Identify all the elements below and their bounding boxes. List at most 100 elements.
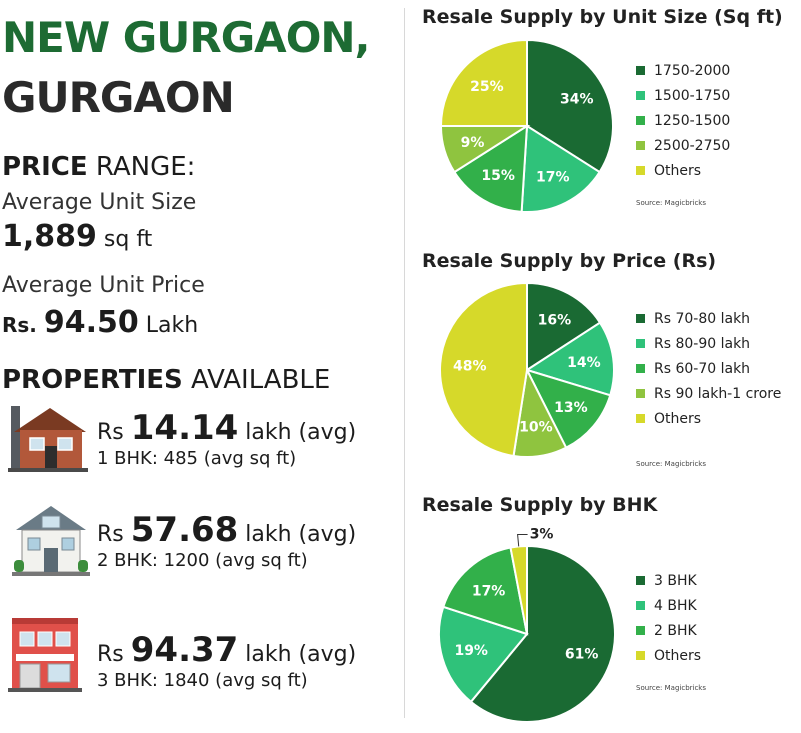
avg-unit-size-label: Average Unit Size xyxy=(2,190,197,215)
price-suffix: lakh (avg) xyxy=(238,420,357,445)
legend-swatch xyxy=(636,651,645,660)
avg-unit-price-label: Average Unit Price xyxy=(2,273,205,298)
chart-source: Source: Magicbricks xyxy=(636,460,707,468)
property-detail: 2 BHK: 1200 (avg sq ft) xyxy=(97,550,308,571)
legend-swatch xyxy=(636,364,645,373)
price-range-bold: PRICE xyxy=(2,152,88,182)
legend-swatch xyxy=(636,576,645,585)
price-suffix: lakh (avg) xyxy=(238,522,357,547)
leader-line xyxy=(517,533,528,547)
legend-label: 4 BHK xyxy=(654,597,697,614)
properties-heading-rest: AVAILABLE xyxy=(182,365,331,395)
legend-label: Others xyxy=(654,162,702,179)
legend-swatch xyxy=(636,91,645,100)
price-prefix: Rs xyxy=(97,420,131,445)
legend-entry: 1500-1750 xyxy=(636,83,730,108)
villa-icon xyxy=(12,506,90,576)
pie-slice-4 xyxy=(509,544,528,635)
legend-swatch xyxy=(636,116,645,125)
location-title-line1: NEW GURGAON, xyxy=(2,13,370,62)
legend-swatch xyxy=(636,314,645,323)
legend-entry: Rs 90 lakh-1 crore xyxy=(636,381,781,406)
chart-title: Resale Supply by Price (Rs) xyxy=(422,250,717,272)
column-divider xyxy=(404,8,405,718)
legend-entry: Rs 80-90 lakh xyxy=(636,331,781,356)
legend-swatch xyxy=(636,414,645,423)
pie-slice-3 xyxy=(525,368,612,450)
avg-unit-size-value: 1,889 sq ft xyxy=(2,219,152,254)
left-column: NEW GURGAON, GURGAON PRICE RANGE: Averag… xyxy=(0,0,400,733)
chart-source: Source: Magicbricks xyxy=(636,199,707,207)
property-detail: 3 BHK: 1840 (avg sq ft) xyxy=(97,670,308,691)
legend-entry: 2 BHK xyxy=(636,618,701,643)
slice-value-label: 17% xyxy=(472,583,506,599)
location-title-line2: GURGAON xyxy=(2,73,235,122)
avg-unit-price-unit: Lakh xyxy=(138,313,199,338)
legend-entry: 2500-2750 xyxy=(636,133,730,158)
legend-swatch xyxy=(636,66,645,75)
legend-label: 2500-2750 xyxy=(654,137,731,154)
pie-slice-5 xyxy=(439,281,528,458)
slice-value-label: 15% xyxy=(481,168,515,184)
pie-slice-3 xyxy=(453,124,529,213)
slice-value-label: 25% xyxy=(470,79,504,95)
price-prefix: Rs xyxy=(97,522,131,547)
avg-unit-price-number: 94.50 xyxy=(43,305,139,340)
price-number: 14.14 xyxy=(130,408,239,448)
chart-panel-unit-size: Resale Supply by Unit Size (Sq ft) 34% 17… xyxy=(414,6,801,226)
property-price: Rs 57.68 lakh (avg) xyxy=(97,510,356,550)
legend-label: 3 BHK xyxy=(654,572,697,589)
pie-slice-1 xyxy=(469,544,616,723)
legend-entry: 3 BHK xyxy=(636,568,701,593)
property-price: Rs 94.37 lakh (avg) xyxy=(97,630,356,670)
pie-slice-2 xyxy=(438,605,529,704)
avg-unit-size-unit: sq ft xyxy=(96,227,153,252)
legend-label: 1250-1500 xyxy=(654,112,731,129)
property-item-2bhk: Rs 57.68 lakh (avg) 2 BHK: 1200 (avg sq … xyxy=(97,510,356,571)
slice-value-label: 9% xyxy=(461,135,485,151)
legend-entry: Rs 70-80 lakh xyxy=(636,306,781,331)
legend-entry: Others xyxy=(636,158,730,183)
legend-swatch xyxy=(636,339,645,348)
pie-slice-5 xyxy=(439,38,528,127)
pie-chart-price: 16% 14% 13%10% 48% xyxy=(439,281,615,458)
legend-entry: 1250-1500 xyxy=(636,108,730,133)
chart-title: Resale Supply by BHK xyxy=(422,494,658,516)
price-range-rest: RANGE: xyxy=(87,152,196,182)
price-number: 57.68 xyxy=(130,510,239,550)
slice-value-label: 14% xyxy=(567,355,601,371)
slice-value-label: 61% xyxy=(565,647,599,663)
legend-swatch xyxy=(636,626,645,635)
properties-heading: PROPERTIES AVAILABLE xyxy=(2,365,330,395)
properties-heading-bold: PROPERTIES xyxy=(2,365,183,395)
legend-label: Rs 80-90 lakh xyxy=(654,335,751,352)
price-range-heading: PRICE RANGE: xyxy=(2,152,195,182)
legend-label: Rs 60-70 lakh xyxy=(654,360,751,377)
slice-value-label: 48% xyxy=(453,359,487,375)
slice-value-label: 3% xyxy=(530,526,554,542)
property-item-1bhk: Rs 14.14 lakh (avg) 1 BHK: 485 (avg sq f… xyxy=(97,408,356,469)
price-prefix: Rs xyxy=(97,642,131,667)
pie-slice-3 xyxy=(442,546,529,636)
legend-label: 1750-2000 xyxy=(654,62,731,79)
avg-unit-size-number: 1,889 xyxy=(2,219,97,254)
slice-value-label: 17% xyxy=(536,170,570,186)
pie-chart-unit-size: 34% 17% 15% 9% 25% xyxy=(439,38,614,213)
avg-unit-price-value: Rs. 94.50 Lakh xyxy=(2,305,198,340)
pie-slice-2 xyxy=(520,124,601,213)
legend-label: Others xyxy=(654,647,702,664)
avg-unit-price-prefix: Rs. xyxy=(2,313,44,337)
property-item-3bhk: Rs 94.37 lakh (avg) 3 BHK: 1840 (avg sq … xyxy=(97,630,356,691)
property-detail: 1 BHK: 485 (avg sq ft) xyxy=(97,448,297,469)
price-suffix: lakh (avg) xyxy=(238,642,357,667)
chart-title: Resale Supply by Unit Size (Sq ft) xyxy=(422,6,783,28)
legend-entry: Others xyxy=(636,406,781,431)
legend-entry: Rs 60-70 lakh xyxy=(636,356,781,381)
slice-value-label: 13% xyxy=(554,400,588,416)
slice-value-label: 19% xyxy=(454,643,488,659)
legend-label: Rs 70-80 lakh xyxy=(654,310,751,327)
chart-legend: 1750-2000 1500-1750 1250-1500 2500-2750 Othe… xyxy=(636,58,730,183)
pie-slice-2 xyxy=(524,321,615,397)
legend-label: 2 BHK xyxy=(654,622,697,639)
slice-value-label: 16% xyxy=(538,313,572,329)
